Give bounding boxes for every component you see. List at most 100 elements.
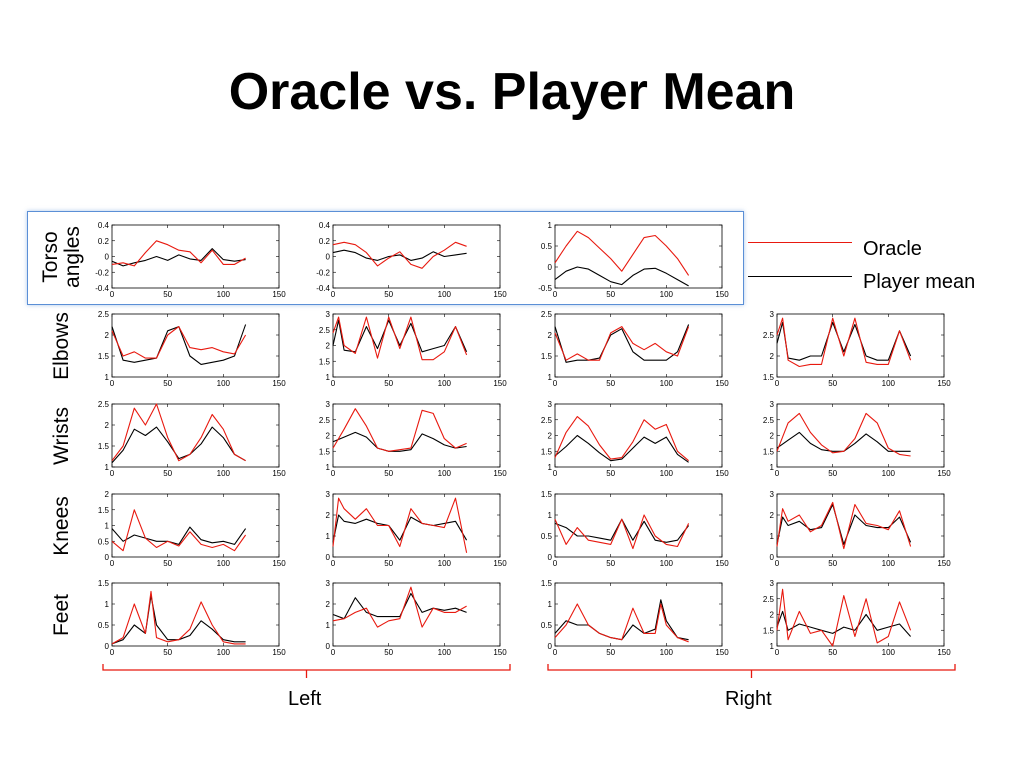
plot-frame: [111, 403, 280, 468]
y-tick-label: 1: [770, 642, 775, 651]
x-tick-label: 100: [882, 559, 896, 568]
legend-player-line: [748, 276, 852, 277]
y-tick-label: 0.5: [541, 621, 553, 630]
x-tick-label: 50: [828, 469, 837, 478]
x-tick-label: 50: [606, 469, 615, 478]
x-tick-label: 0: [331, 469, 336, 478]
oracle-series-line: [332, 241, 467, 269]
y-tick-label: 3: [770, 310, 775, 319]
y-tick-label: 2.5: [98, 400, 110, 409]
y-tick-label: 2.5: [541, 310, 553, 319]
x-tick-label: 150: [493, 648, 507, 657]
chart-panel: 0 50 100 150 0 0.5 1 1.5: [98, 579, 286, 657]
y-tick-label: 0: [548, 553, 553, 562]
x-tick-label: 0: [553, 469, 558, 478]
x-tick-label: 0: [331, 648, 336, 657]
y-tick-label: 0: [105, 253, 110, 262]
y-tick-label: 0.2: [319, 237, 331, 246]
y-tick-label: 1.5: [541, 352, 553, 361]
x-tick-label: 150: [937, 648, 951, 657]
x-tick-label: 150: [715, 379, 729, 388]
player-mean-series-line: [111, 526, 247, 545]
y-tick-label: 1: [105, 463, 110, 472]
player-mean-series-line: [554, 434, 689, 463]
y-tick-label: 2: [770, 511, 775, 520]
y-tick-label: 1: [548, 463, 553, 472]
oracle-series-line: [332, 316, 468, 361]
y-tick-label: -0.4: [316, 284, 330, 293]
chart-panel: 0 50 100 150 0 0.5 1 1.5: [541, 579, 729, 657]
chart-panel: 0 50 100 150 -0.4 -0.2 0 0.2 0.4: [316, 221, 507, 299]
y-tick-label: 3: [770, 490, 775, 499]
y-tick-label: 3: [326, 310, 331, 319]
y-tick-label: 1: [548, 373, 553, 382]
y-tick-label: -0.5: [538, 284, 552, 293]
x-tick-label: 100: [217, 648, 231, 657]
chart-panel: 0 50 100 150 1 1.5 2 2.5: [98, 310, 286, 388]
y-tick-label: 1: [326, 532, 331, 541]
x-tick-label: 50: [828, 559, 837, 568]
y-tick-label: -0.2: [316, 268, 330, 277]
plot-frame: [111, 313, 280, 378]
plot-frame: [332, 582, 501, 647]
oracle-series-line: [111, 326, 247, 359]
x-tick-label: 0: [110, 559, 115, 568]
y-tick-label: 0: [548, 263, 553, 272]
torso-highlight-box: [27, 211, 744, 305]
y-tick-label: 2: [105, 490, 110, 499]
chart-panel: 0 50 100 150 0 1 2 3: [326, 490, 508, 568]
y-tick-label: 1.5: [319, 357, 331, 366]
y-tick-label: 1.5: [541, 579, 553, 588]
plot-frame: [776, 403, 945, 468]
x-tick-label: 50: [384, 648, 393, 657]
x-tick-label: 100: [660, 469, 674, 478]
x-tick-label: 0: [775, 559, 780, 568]
x-tick-label: 100: [660, 559, 674, 568]
x-tick-label: 150: [272, 290, 286, 299]
y-tick-label: 0: [326, 253, 331, 262]
x-tick-label: 100: [217, 379, 231, 388]
legend-player-label: Player mean: [863, 271, 976, 293]
player-mean-series-line: [332, 514, 468, 543]
oracle-series-line: [554, 416, 689, 462]
plot-frame: [111, 582, 280, 647]
x-tick-label: 0: [110, 379, 115, 388]
y-tick-label: 2.5: [763, 595, 775, 604]
plot-frame: [554, 313, 723, 378]
oracle-series-line: [111, 509, 247, 552]
x-tick-label: 150: [715, 290, 729, 299]
oracle-series-line: [111, 590, 246, 645]
plot-frame: [554, 224, 723, 289]
x-tick-label: 150: [272, 648, 286, 657]
x-tick-label: 0: [110, 469, 115, 478]
x-tick-label: 100: [438, 648, 452, 657]
y-tick-label: 2.5: [319, 326, 331, 335]
y-tick-label: 1.5: [763, 447, 775, 456]
y-tick-label: 0: [105, 553, 110, 562]
y-tick-label: 0.5: [541, 242, 553, 251]
player-mean-series-line: [554, 599, 689, 641]
y-tick-label: 2: [548, 432, 553, 441]
x-tick-label: 150: [493, 379, 507, 388]
plot-frame: [332, 493, 501, 558]
y-tick-label: 2: [770, 432, 775, 441]
x-tick-label: 150: [493, 290, 507, 299]
y-tick-label: 1.5: [319, 447, 331, 456]
player-mean-series-line: [776, 610, 912, 637]
y-tick-label: 2: [548, 331, 553, 340]
y-tick-label: 1: [770, 532, 775, 541]
y-tick-label: 1: [105, 373, 110, 382]
x-tick-label: 100: [660, 379, 674, 388]
y-tick-label: 2.5: [763, 416, 775, 425]
oracle-series-line: [554, 603, 689, 643]
y-tick-label: 2: [326, 600, 331, 609]
chart-panel: 0 50 100 150 0 1 2 3: [770, 490, 952, 568]
oracle-series-line: [776, 588, 912, 647]
x-tick-label: 0: [110, 290, 115, 299]
x-tick-label: 50: [606, 379, 615, 388]
plot-frame: [776, 493, 945, 558]
chart-panel: 0 50 100 150 0 0.5 1 1.5 2: [98, 490, 286, 568]
chart-panel: 0 50 100 150 1 1.5 2 2.5 3: [763, 400, 951, 478]
x-tick-label: 100: [660, 648, 674, 657]
